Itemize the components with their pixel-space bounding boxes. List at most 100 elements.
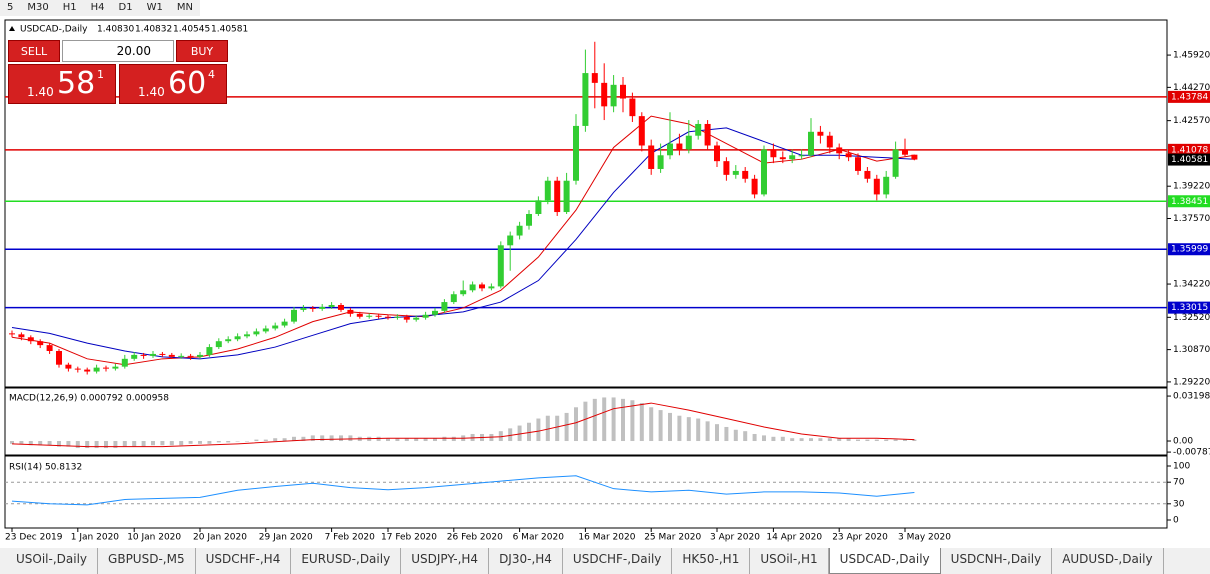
- histogram-bar: [884, 439, 889, 442]
- histogram-bar: [301, 436, 306, 442]
- histogram-bar: [705, 421, 710, 442]
- y-tick-label: 1.44270: [1173, 83, 1210, 93]
- candle-body: [873, 178, 880, 195]
- histogram-bar: [75, 441, 80, 449]
- candle-body: [526, 213, 532, 226]
- timeframe-button[interactable]: H1: [62, 2, 77, 13]
- chart-tab[interactable]: USDCHF-,H4: [196, 548, 292, 574]
- y-tick-label: 1.32520: [1173, 313, 1210, 323]
- histogram-bar: [292, 436, 296, 442]
- current-price-box: [1168, 153, 1210, 166]
- x-tick-label: 26 Feb 2020: [447, 533, 503, 543]
- y-tick-label: -0.007879: [1173, 448, 1210, 458]
- sell-price[interactable]: 1.40 58 1: [8, 64, 116, 104]
- price-big: 1.40: [138, 85, 165, 99]
- price-point: 4: [208, 68, 215, 81]
- candle-body: [798, 155, 805, 157]
- candle-body: [582, 73, 589, 126]
- candle-body: [84, 369, 91, 372]
- candle-body: [554, 180, 561, 213]
- buy-price[interactable]: 1.40 60 4: [119, 64, 227, 104]
- timeframe-button[interactable]: H4: [90, 2, 105, 13]
- histogram-bar: [893, 439, 898, 442]
- candle-body: [648, 145, 655, 169]
- histogram-bar: [799, 438, 804, 442]
- histogram-bar: [602, 397, 607, 442]
- histogram-bar: [630, 400, 635, 442]
- candle-body: [385, 316, 391, 318]
- x-tick-label: 23 Apr 2020: [832, 533, 888, 543]
- candle-body: [366, 315, 373, 317]
- candle-body: [657, 155, 664, 169]
- chart-tab[interactable]: GBPUSD-,M5: [98, 548, 196, 574]
- candle-body: [347, 309, 354, 314]
- candle-body: [9, 333, 15, 335]
- chart-tab[interactable]: USDCHF-,Daily: [563, 548, 673, 574]
- candle-body: [432, 310, 438, 315]
- histogram-bar: [752, 433, 757, 442]
- histogram-bar: [151, 441, 155, 446]
- chart-tab[interactable]: HK50-,H1: [672, 548, 751, 574]
- histogram-bar: [508, 428, 513, 442]
- x-tick-label: 10 Jan 2020: [127, 533, 181, 543]
- histogram-bar: [621, 398, 625, 442]
- candle-body: [215, 341, 222, 348]
- candle-body: [883, 176, 890, 195]
- histogram-bar: [404, 438, 409, 442]
- candle-body: [497, 245, 504, 287]
- timeframe-button[interactable]: M30: [27, 2, 49, 13]
- candle-body: [488, 286, 495, 289]
- lots-input[interactable]: 20.00: [62, 40, 174, 62]
- histogram-bar: [818, 438, 823, 442]
- chart-tab[interactable]: EURUSD-,Daily: [291, 548, 402, 574]
- timeframe-toolbar: 5 M30 H1 H4 D1 W1 MN: [0, 0, 200, 16]
- candle-body: [253, 331, 260, 335]
- chart-tab[interactable]: AUDUSD-,Daily: [1052, 548, 1164, 574]
- x-tick-label: 7 Feb 2020: [325, 533, 376, 543]
- chart-tab[interactable]: USDCNH-,Daily: [941, 548, 1053, 574]
- chart-tabs: USOil-,Daily GBPUSD-,M5 USDCHF-,H4 EURUSD-,…: [0, 548, 1210, 574]
- chart-tab[interactable]: USDJPY-,H4: [401, 548, 490, 574]
- candle-body: [206, 347, 213, 355]
- sell-button[interactable]: SELL: [8, 40, 60, 62]
- chart-tab[interactable]: USDCAD-,Daily: [828, 548, 941, 574]
- histogram-bar: [555, 415, 560, 442]
- candle-body: [262, 328, 269, 332]
- candle-body: [187, 355, 194, 357]
- histogram-bar: [856, 439, 860, 442]
- candle-body: [168, 354, 175, 357]
- x-tick-label: 3 May 2020: [898, 533, 951, 543]
- chart-tab[interactable]: USOil-,H1: [750, 548, 829, 574]
- x-tick-label: 25 Mar 2020: [644, 533, 701, 543]
- histogram-bar: [574, 407, 578, 442]
- timeframe-button[interactable]: 5: [7, 2, 14, 13]
- chart-tab[interactable]: USOil-,Daily: [6, 548, 99, 574]
- candle-body: [300, 307, 307, 310]
- histogram-bar: [216, 441, 221, 443]
- candle-body: [563, 180, 570, 213]
- y-tick-label: 1.29220: [1173, 377, 1210, 387]
- timeframe-button[interactable]: W1: [146, 2, 163, 13]
- candle-body: [479, 284, 485, 289]
- candle-body: [591, 73, 598, 83]
- histogram-bar: [198, 441, 202, 444]
- level-label-box: [1168, 195, 1210, 208]
- candle-body: [178, 355, 185, 357]
- ohlc-value: 1.40830: [97, 25, 134, 35]
- candle-body: [845, 153, 852, 158]
- chart-tab[interactable]: DJ30-,H4: [489, 548, 563, 574]
- histogram-bar: [592, 398, 597, 442]
- candle-body: [544, 180, 551, 201]
- candle-body: [516, 225, 523, 236]
- buy-button[interactable]: BUY: [176, 40, 228, 62]
- timeframe-button[interactable]: MN: [176, 2, 193, 13]
- timeframe-button[interactable]: D1: [118, 2, 133, 13]
- current-price-label: 1.40581: [1171, 155, 1208, 165]
- candle-body: [309, 307, 316, 309]
- level-label: 1.43784: [1171, 92, 1208, 102]
- candle-body: [601, 82, 608, 107]
- histogram-bar: [376, 436, 381, 442]
- candle-body: [328, 304, 335, 307]
- histogram-bar: [715, 424, 719, 442]
- candle-body: [826, 135, 833, 148]
